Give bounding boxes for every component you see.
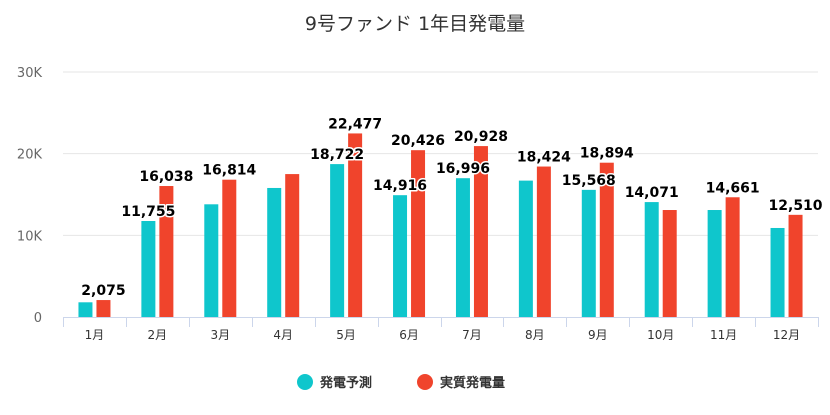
bar-forecast[interactable] (581, 189, 596, 317)
data-label: 22,477 (328, 116, 382, 132)
bar-actual[interactable] (96, 300, 111, 317)
bar-actual[interactable] (285, 174, 300, 317)
x-tick-label: 2月 (148, 328, 168, 342)
bar-actual[interactable] (788, 214, 803, 317)
data-label: 18,424 (517, 150, 571, 166)
bar-forecast[interactable] (455, 178, 470, 317)
bar-forecast[interactable] (393, 195, 408, 317)
y-tick-label: 10K (17, 229, 43, 244)
bar-forecast[interactable] (141, 221, 156, 317)
legend-label: 実質発電量 (440, 375, 505, 391)
bar-forecast[interactable] (707, 210, 722, 317)
data-label: 20,928 (454, 129, 508, 145)
data-label: 11,755 (121, 204, 175, 220)
data-label: 18,894 (580, 146, 634, 162)
x-tick-label: 10月 (647, 328, 674, 342)
data-label: 2,075 (81, 283, 125, 299)
data-label: 18,722 (310, 147, 364, 163)
bar-actual[interactable] (599, 162, 614, 317)
bar-forecast[interactable] (518, 180, 533, 317)
bar-actual[interactable] (159, 186, 174, 317)
bar-forecast[interactable] (204, 204, 219, 317)
x-tick-label: 6月 (399, 328, 419, 342)
data-label: 16,038 (139, 169, 193, 185)
x-tick-label: 8月 (525, 328, 545, 342)
data-label: 15,568 (562, 173, 616, 189)
y-tick-label: 20K (17, 148, 43, 163)
x-tick-label: 1月 (85, 328, 105, 342)
x-tick-label: 12月 (773, 328, 800, 342)
legend-marker (297, 374, 313, 390)
legend-label: 発電予測 (319, 375, 372, 391)
data-label: 14,916 (373, 178, 427, 194)
x-tick-label: 11月 (710, 328, 737, 342)
x-tick-label: 7月 (462, 328, 482, 342)
bar-forecast[interactable] (770, 227, 785, 317)
bar-actual[interactable] (222, 179, 237, 317)
x-tick-label: 4月 (273, 328, 293, 342)
legend-item-actual[interactable]: 実質発電量 (417, 374, 505, 391)
bar-actual[interactable] (536, 166, 551, 317)
data-label: 16,814 (202, 163, 256, 179)
bar-actual[interactable] (348, 133, 363, 317)
bar-actual[interactable] (411, 150, 426, 317)
y-tick-label: 0 (34, 311, 42, 326)
bar-forecast[interactable] (644, 202, 659, 317)
x-tick-label: 3月 (210, 328, 230, 342)
bar-actual[interactable] (725, 197, 740, 317)
x-tick-label: 9月 (588, 328, 608, 342)
legend: 発電予測 実質発電量 (297, 374, 505, 391)
data-label: 16,996 (436, 161, 490, 177)
bar-forecast[interactable] (330, 164, 345, 317)
y-tick-label: 30K (17, 66, 43, 81)
bar-actual[interactable] (473, 146, 488, 317)
data-label: 12,510 (769, 198, 823, 214)
data-label: 14,661 (706, 180, 760, 196)
bar-forecast[interactable] (267, 187, 282, 317)
chart-title: 9号ファンド 1年目発電量 (305, 13, 525, 35)
bar-actual[interactable] (662, 210, 677, 317)
x-tick-label: 5月 (336, 328, 356, 342)
data-label: 20,426 (391, 133, 445, 149)
bar-forecast[interactable] (78, 302, 93, 317)
legend-item-forecast[interactable]: 発電予測 (297, 374, 372, 391)
data-label: 14,071 (625, 185, 679, 201)
legend-marker (417, 374, 433, 390)
